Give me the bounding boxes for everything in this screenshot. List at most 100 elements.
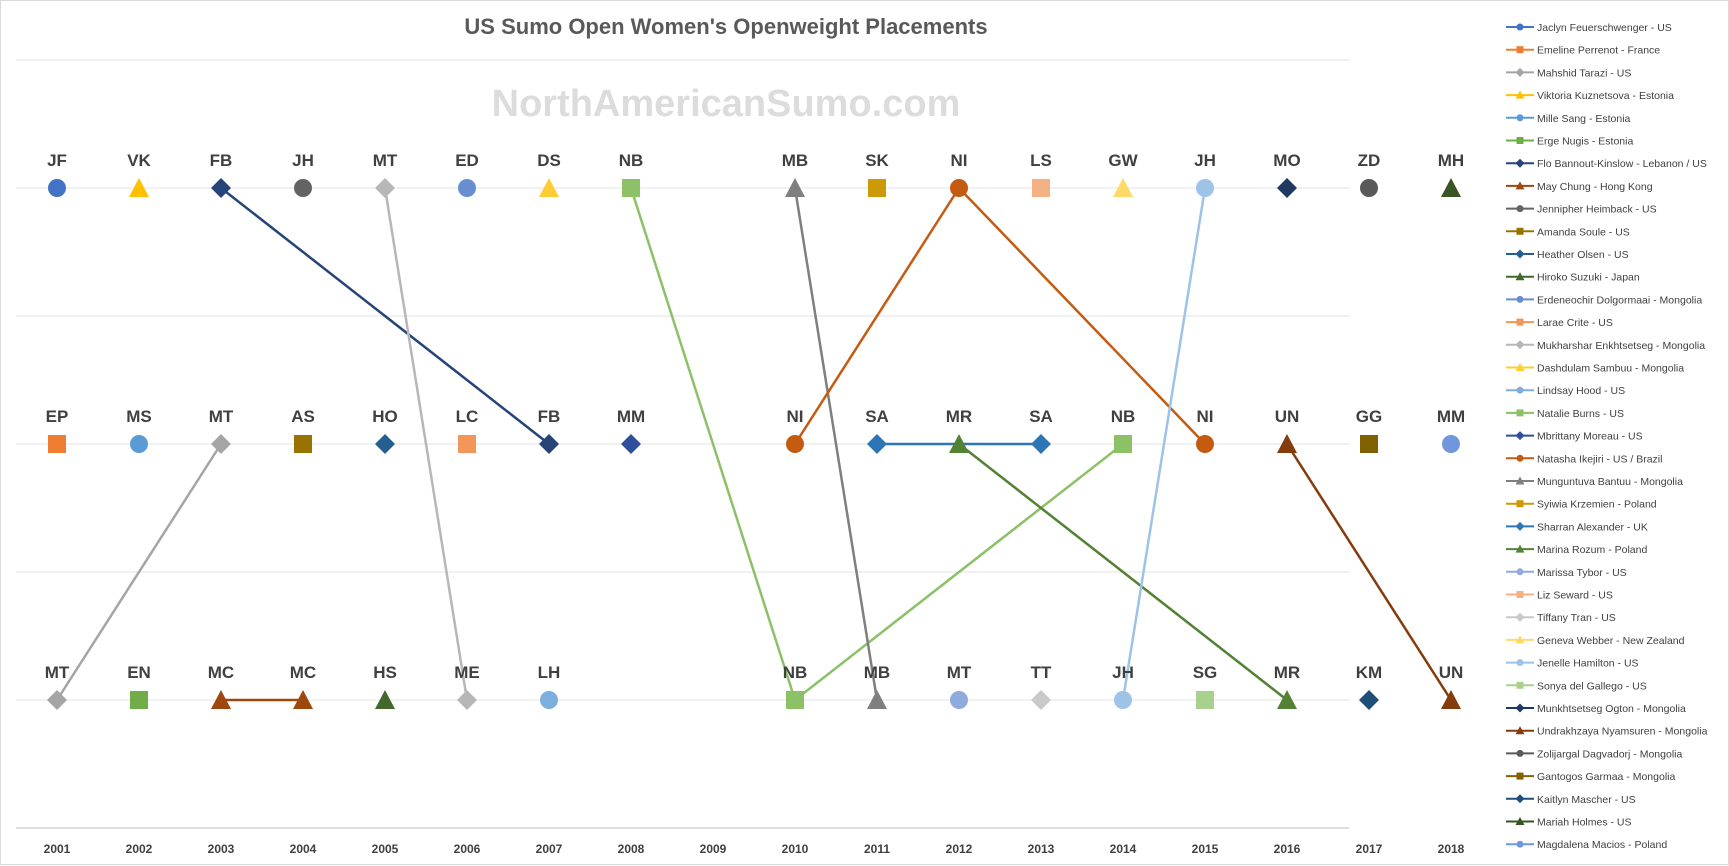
connector-line: [383, 186, 469, 702]
legend-item: Jenelle Hamilton - US: [1506, 658, 1639, 670]
legend-item: Mukharshar Enkhtsetseg - Mongolia: [1506, 340, 1705, 352]
legend-label: Amanda Soule - US: [1537, 226, 1630, 238]
x-axis: 2001 2002 2003 2004 2005 2006 2007 2008 2009 2010…: [44, 842, 1465, 856]
legend-item: Mahshid Tarazi - US: [1506, 67, 1631, 79]
marker-undrakhzaya-nyamsuren-mongolia: [1277, 434, 1297, 453]
x-tick-label: 2003: [208, 842, 235, 856]
legend-item: Sonya del Gallego - US: [1506, 680, 1647, 692]
data-label: VK: [127, 151, 151, 170]
legend-swatch-marker: [1516, 659, 1524, 667]
legend-swatch-marker: [1516, 386, 1524, 394]
marker-jenelle-hamilton-us: [1196, 179, 1214, 197]
legend-label: Kaitlyn Mascher - US: [1537, 794, 1636, 806]
legend-item: Heather Olsen - US: [1506, 249, 1629, 261]
legend-item: Liz Seward - US: [1506, 590, 1613, 602]
legend-item: Erge Nugis - Estonia: [1506, 136, 1633, 148]
marker-may-chung-hong-kong: [211, 690, 231, 709]
data-label: ED: [455, 151, 479, 170]
data-label: NI: [951, 151, 968, 170]
legend-item: Flo Bannout-Kinslow - Lebanon / US: [1506, 158, 1707, 170]
data-label: MT: [373, 151, 398, 170]
legend-swatch-marker: [1516, 591, 1524, 598]
data-label: MO: [1273, 151, 1300, 170]
x-tick-label: 2007: [536, 842, 563, 856]
marker-kaitlyn-mascher-us: [1359, 690, 1379, 710]
data-label: MB: [864, 663, 890, 682]
data-label: JH: [1112, 663, 1134, 682]
marker-mukharshar-enkhtsetseg-mongolia: [457, 690, 477, 710]
legend-item: Marina Rozum - Poland: [1506, 544, 1647, 556]
legend-item: Marissa Tybor - US: [1506, 567, 1627, 579]
marker-flo-bannout-kinslow-lebanon-us: [211, 178, 231, 198]
legend-swatch-marker: [1516, 681, 1524, 689]
connector-lines: [55, 186, 1453, 702]
legend-label: Sonya del Gallego - US: [1537, 680, 1647, 692]
marker-syiwia-krzemien-poland: [868, 179, 886, 197]
marker-undrakhzaya-nyamsuren-mongolia: [1441, 690, 1461, 709]
legend-item: Erdeneochir Dolgormaai - Mongolia: [1506, 294, 1702, 306]
legend-label: Munguntuva Bantuu - Mongolia: [1537, 476, 1683, 488]
data-label: MT: [947, 663, 972, 682]
legend-item: Lindsay Hood - US: [1506, 385, 1625, 397]
marker-jenelle-hamilton-us: [1114, 691, 1132, 709]
marker-natasha-ikejiri-us-brazil: [786, 435, 804, 453]
connector-line: [1121, 186, 1207, 702]
x-tick-label: 2018: [1438, 842, 1465, 856]
marker-mariah-holmes-us: [1441, 178, 1461, 197]
data-label: EN: [127, 663, 151, 682]
legend-item: Jaclyn Feuerschwenger - US: [1506, 22, 1672, 34]
legend-label: Hiroko Suzuki - Japan: [1537, 272, 1640, 284]
data-label: MR: [1274, 663, 1300, 682]
marker-heather-olsen-us: [375, 434, 395, 454]
marker-sonya-del-gallego-us: [1196, 691, 1214, 709]
legend-label: Liz Seward - US: [1537, 590, 1613, 602]
legend-swatch-marker: [1515, 158, 1525, 168]
marker-liz-seward-us: [1032, 179, 1050, 197]
legend-item: Geneva Webber - New Zealand: [1506, 635, 1685, 647]
marker-natalie-burns-us: [786, 691, 804, 709]
x-tick-label: 2009: [700, 842, 727, 856]
data-label: ME: [454, 663, 480, 682]
x-tick-label: 2017: [1356, 842, 1383, 856]
connector-line: [219, 186, 551, 446]
legend-swatch-marker: [1516, 23, 1524, 31]
data-label: ZD: [1358, 151, 1381, 170]
connector-line: [55, 442, 223, 702]
legend-swatch-marker: [1515, 544, 1525, 553]
legend-item: Dashdulam Sambuu - Mongolia: [1506, 363, 1684, 375]
legend-item: Munkhtsetseg Ogton - Mongolia: [1506, 703, 1686, 715]
data-label: HO: [372, 407, 398, 426]
data-label: SA: [865, 407, 889, 426]
legend-label: Undrakhzaya Nyamsuren - Mongolia: [1537, 726, 1708, 738]
marker-munguntuva-bantuu-mongolia: [867, 690, 887, 709]
legend-swatch-marker: [1515, 703, 1525, 713]
legend-label: Jennipher Heimback - US: [1537, 204, 1657, 216]
legend-swatch-marker: [1516, 114, 1524, 122]
legend-label: Erge Nugis - Estonia: [1537, 136, 1633, 148]
data-label: NI: [787, 407, 804, 426]
x-tick-label: 2002: [126, 842, 153, 856]
legend-swatch-marker: [1515, 521, 1525, 531]
legend-label: Geneva Webber - New Zealand: [1537, 635, 1685, 647]
legend-item: Zolijargal Dagvadorj - Mongolia: [1506, 748, 1682, 760]
marker-marina-rozum-poland: [1277, 690, 1297, 709]
data-label: JH: [292, 151, 314, 170]
marker-mahshid-tarazi-us: [211, 434, 231, 454]
legend-swatch-marker: [1515, 67, 1525, 77]
data-label: SK: [865, 151, 889, 170]
legend-label: Mukharshar Enkhtsetseg - Mongolia: [1537, 340, 1705, 352]
legend-label: Magdalena Macios - Poland: [1537, 839, 1667, 851]
legend-label: Mahshid Tarazi - US: [1537, 67, 1631, 79]
data-label: DS: [537, 151, 561, 170]
data-label: UN: [1439, 663, 1464, 682]
legend-item: Undrakhzaya Nyamsuren - Mongolia: [1506, 726, 1708, 738]
legend-item: Syiwia Krzemien - Poland: [1506, 499, 1657, 511]
marker-sharran-alexander-uk: [867, 434, 887, 454]
marker-emeline-perrenot-france: [48, 435, 66, 453]
legend-label: Munkhtsetseg Ogton - Mongolia: [1537, 703, 1686, 715]
connector-line: [793, 186, 879, 702]
legend-swatch-marker: [1515, 612, 1525, 622]
legend-swatch-marker: [1516, 227, 1524, 235]
legend: Jaclyn Feuerschwenger - US Emeline Perren…: [1506, 22, 1708, 851]
